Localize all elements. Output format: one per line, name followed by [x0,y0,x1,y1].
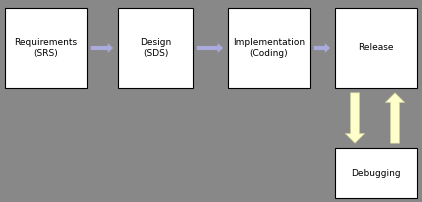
Bar [5,8,87,88]
Bar [228,8,310,88]
Text: Implementation
(Coding): Implementation (Coding) [233,38,305,58]
Bar [335,148,417,198]
Bar [118,8,193,88]
Text: Debugging: Debugging [351,168,401,178]
Text: Release: Release [358,43,394,53]
Text: Design
(SDS): Design (SDS) [140,38,171,58]
Bar [335,8,417,88]
Text: Requirements
(SRS): Requirements (SRS) [14,38,78,58]
